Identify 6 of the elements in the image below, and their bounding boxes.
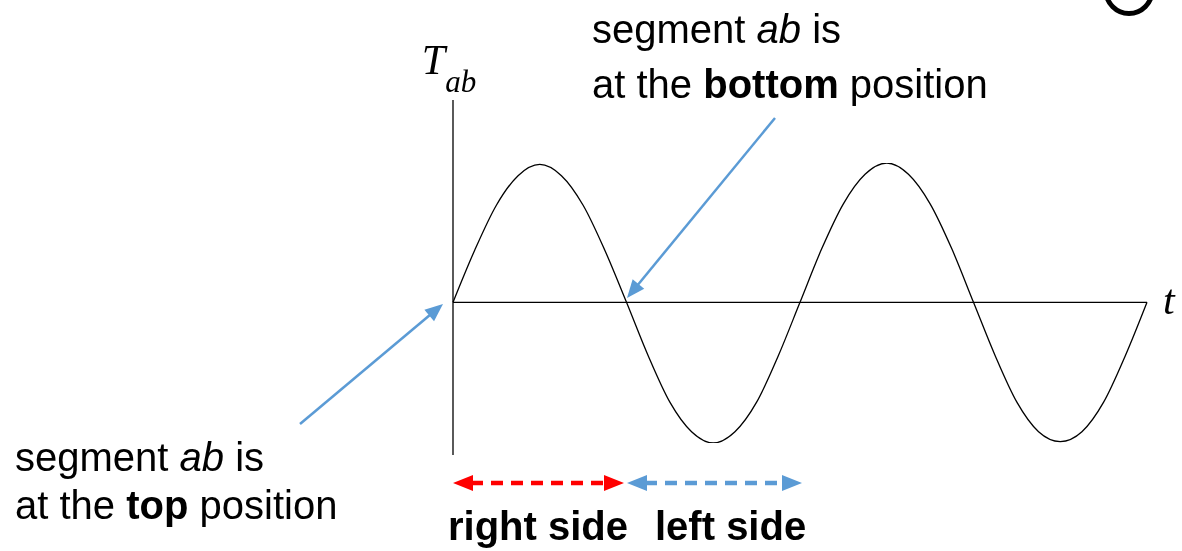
y-axis-title: T$_{ab}$ — [421, 37, 477, 99]
text: right side — [448, 504, 629, 548]
text: segment ab is at the bottom position — [592, 7, 988, 106]
text: segment ab is at the top position — [15, 435, 338, 527]
x-axis-title: t — [1163, 277, 1176, 324]
text: left side — [655, 504, 807, 548]
